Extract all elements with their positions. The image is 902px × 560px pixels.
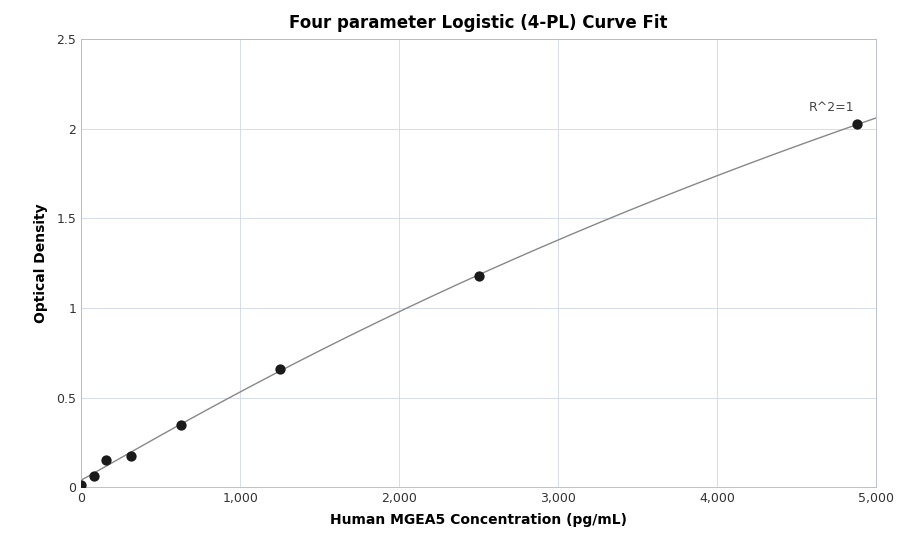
Point xyxy=(272,365,287,374)
Point xyxy=(74,480,88,489)
Point xyxy=(471,271,485,280)
Point xyxy=(849,120,863,129)
Point xyxy=(98,455,114,464)
X-axis label: Human MGEA5 Concentration (pg/mL): Human MGEA5 Concentration (pg/mL) xyxy=(330,514,626,528)
Point xyxy=(87,472,101,480)
Point xyxy=(124,451,138,460)
Text: R^2=1: R^2=1 xyxy=(808,101,854,114)
Title: Four parameter Logistic (4-PL) Curve Fit: Four parameter Logistic (4-PL) Curve Fit xyxy=(289,14,667,32)
Point xyxy=(173,421,188,430)
Y-axis label: Optical Density: Optical Density xyxy=(34,203,48,323)
